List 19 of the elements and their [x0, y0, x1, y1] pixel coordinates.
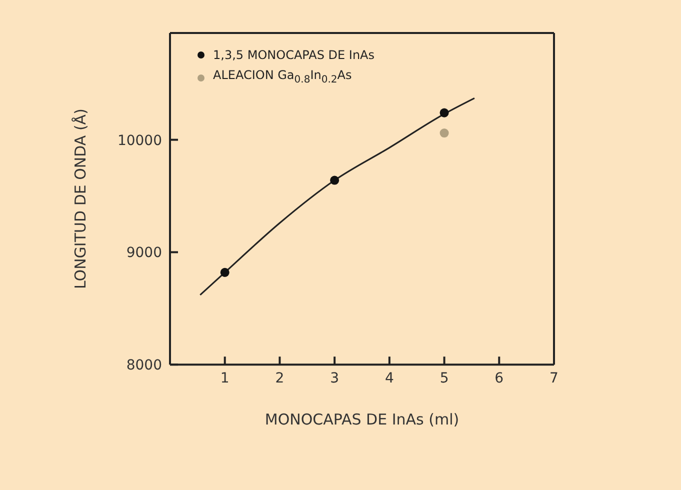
x-tick-label: 3: [330, 370, 340, 387]
x-tick-label: 6: [494, 370, 504, 387]
x-axis-title: MONOCAPAS DE InAs (ml): [264, 410, 460, 429]
y-tick-label: 9000: [126, 245, 162, 262]
y-tick-label: 8000: [126, 358, 162, 374]
legend-label: 1,3,5 MONOCAPAS DE InAs: [213, 47, 375, 64]
point: [220, 268, 230, 277]
x-tick-label: 1: [220, 370, 230, 387]
point: [330, 176, 340, 185]
x-tick-label: 2: [275, 370, 284, 387]
point: [440, 128, 449, 138]
line-series: [199, 97, 476, 296]
point: [440, 108, 449, 118]
y-tick-label: 10000: [117, 132, 162, 149]
x-tick-label: 5: [440, 370, 449, 387]
x-tick-label: 4: [384, 370, 394, 387]
legend-label: ALEACION Ga$_{0.8}$In$_{0.2}$As: [213, 67, 352, 88]
y-axis-title: LONGITUD DE ONDA (Å): [71, 108, 90, 290]
x-tick-label: 7: [550, 370, 558, 387]
